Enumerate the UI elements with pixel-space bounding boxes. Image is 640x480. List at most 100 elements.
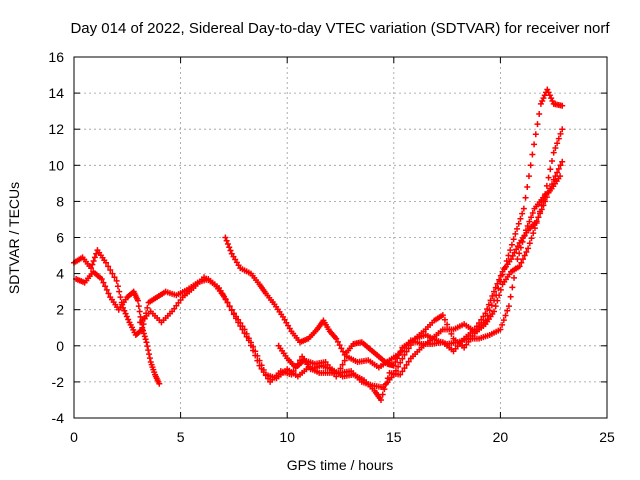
data-point-trace-1: [507, 247, 514, 254]
data-point-trace-4: [491, 308, 498, 315]
data-point-trace-1: [544, 86, 551, 93]
data-point-trace-4: [448, 330, 455, 337]
data-point-trace-1: [107, 266, 114, 273]
data-point-trace-3: [399, 355, 406, 362]
data-point-trace-3: [507, 293, 514, 300]
data-point-trace-2: [146, 351, 153, 358]
data-point-trace-3: [254, 352, 261, 359]
data-point-trace-4: [444, 321, 451, 328]
data-point-trace-5: [552, 173, 559, 180]
data-marks: [71, 86, 566, 403]
data-point-trace-1: [531, 141, 538, 148]
data-point-trace-4: [496, 292, 503, 299]
data-point-trace-3: [509, 284, 516, 291]
y-tick-label: -4: [52, 410, 65, 426]
data-point-trace-3: [222, 295, 229, 302]
data-point-trace-3: [245, 335, 252, 342]
data-point-trace-3: [403, 348, 410, 355]
data-point-trace-3: [228, 306, 235, 313]
data-point-trace-1: [549, 98, 556, 105]
data-point-trace-5: [540, 202, 547, 209]
data-point-trace-1: [520, 205, 527, 212]
data-point-trace-5: [511, 249, 518, 256]
data-point-trace-1: [546, 92, 553, 99]
data-point-trace-3: [243, 330, 250, 337]
data-point-trace-5: [484, 305, 491, 312]
data-point-trace-2: [146, 355, 153, 362]
data-point-trace-5: [542, 198, 549, 205]
data-point-trace-1: [536, 111, 543, 118]
data-point-trace-2: [103, 286, 110, 293]
data-point-trace-1: [522, 194, 529, 201]
data-point-trace-1: [525, 173, 532, 180]
data-point-trace-5: [554, 169, 561, 176]
data-point-trace-1: [514, 225, 521, 232]
data-point-trace-4: [223, 237, 230, 244]
data-point-trace-5: [494, 280, 501, 287]
data-point-trace-4: [557, 130, 564, 137]
data-point-trace-1: [116, 288, 123, 295]
x-tick-label: 20: [493, 429, 509, 445]
data-point-trace-3: [499, 321, 506, 328]
data-point-trace-5: [482, 310, 489, 317]
data-point-trace-4: [441, 316, 448, 323]
data-point-trace-1: [540, 95, 547, 102]
data-point-trace-1: [512, 230, 519, 237]
data-point-trace-5: [508, 256, 515, 263]
data-point-trace-1: [378, 396, 385, 403]
data-point-trace-5: [550, 176, 557, 183]
data-point-trace-5: [480, 313, 487, 320]
data-point-trace-5: [489, 292, 496, 299]
x-tick-label: 0: [70, 429, 78, 445]
data-point-trace-3: [514, 256, 521, 263]
data-point-trace-3: [247, 339, 254, 346]
grid-lines: [73, 56, 608, 419]
data-point-trace-4: [530, 230, 537, 237]
y-tick-label: -2: [52, 374, 65, 390]
data-point-trace-5: [548, 181, 555, 188]
data-point-trace-5: [557, 162, 564, 169]
x-tick-label: 10: [279, 429, 295, 445]
data-point-trace-2: [140, 327, 147, 334]
data-point-trace-5: [485, 301, 492, 308]
data-point-trace-5: [333, 373, 340, 380]
data-point-trace-4: [550, 149, 557, 156]
data-point-trace-1: [109, 270, 116, 277]
data-point-trace-1: [117, 294, 124, 301]
data-point-trace-1: [122, 310, 129, 317]
y-tick-label: 6: [56, 230, 64, 246]
data-point-trace-1: [529, 151, 536, 158]
data-point-trace-1: [401, 365, 408, 372]
data-point-trace-1: [405, 358, 412, 365]
data-point-trace-1: [397, 371, 404, 378]
data-point-trace-4: [227, 247, 234, 254]
data-point-trace-5: [559, 158, 566, 165]
data-point-trace-4: [222, 234, 229, 241]
data-point-trace-2: [98, 276, 105, 283]
data-point-trace-1: [111, 274, 118, 281]
data-point-trace-3: [529, 209, 536, 216]
data-point-trace-3: [500, 317, 507, 324]
data-point-trace-5: [497, 272, 504, 279]
data-point-trace-4: [334, 338, 341, 345]
data-point-trace-3: [224, 299, 231, 306]
data-point-trace-1: [125, 316, 132, 323]
data-point-trace-5: [476, 320, 483, 327]
data-point-trace-4: [545, 174, 552, 181]
data-point-trace-5: [538, 206, 545, 213]
data-point-trace-1: [510, 236, 517, 243]
data-point-trace-3: [239, 323, 246, 330]
data-point-trace-1: [89, 261, 96, 268]
data-point-trace-1: [508, 241, 515, 248]
data-point-trace-4: [531, 225, 538, 232]
data-point-trace-2: [134, 297, 141, 304]
data-point-trace-4: [439, 312, 446, 319]
data-point-trace-4: [333, 335, 340, 342]
data-point-trace-4: [543, 182, 550, 189]
data-point-trace-3: [252, 348, 259, 355]
data-point-trace-4: [336, 342, 343, 349]
data-point-trace-5: [491, 288, 498, 295]
data-point-trace-3: [258, 362, 265, 369]
data-point-trace-4: [552, 144, 559, 151]
data-point-trace-3: [392, 367, 399, 374]
